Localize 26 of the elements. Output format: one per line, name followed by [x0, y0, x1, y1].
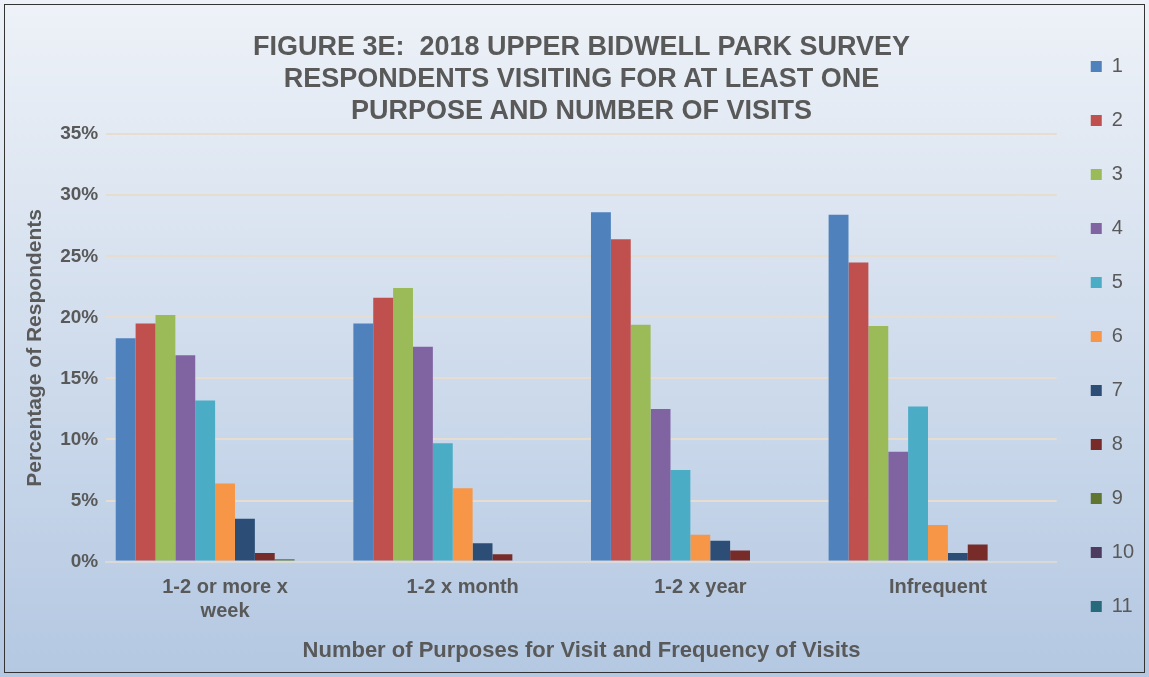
legend-label: 6 [1111, 324, 1123, 347]
y-tick-label: 20% [60, 305, 99, 327]
y-tick-label: 5% [70, 488, 99, 510]
x-tick-label: 1-2 x year [654, 575, 747, 598]
x-tick-label: Infrequent [889, 575, 988, 598]
x-axis-title: Number of Purposes for Visit and Frequency of Visits [302, 636, 861, 662]
x-tick-label: 1-2 x month [406, 575, 519, 598]
legend-label: 7 [1111, 378, 1123, 401]
y-tick-label: 0% [70, 549, 99, 571]
legend-label: 11 [1111, 594, 1133, 617]
legend-label: 1 [1111, 54, 1123, 77]
legend-label: 4 [1111, 216, 1123, 239]
y-tick-label: 25% [60, 244, 99, 266]
legend-label: 9 [1111, 486, 1123, 509]
legend-label: 10 [1111, 540, 1134, 563]
legend-label: 2 [1111, 108, 1123, 131]
legend-label: 8 [1111, 432, 1123, 455]
chart-title: FIGURE 3E: 2018 UPPER BIDWELL PARK SURVEY RESPONDENTS VISITING FOR AT LEAST ONE PURPOSE AND NUMBER OF VISITS [252, 30, 911, 126]
legend-label: 5 [1111, 270, 1123, 293]
y-axis-title: Percentage of Respondents [22, 209, 46, 487]
y-tick-label: 15% [60, 366, 99, 388]
y-tick-label: 30% [60, 183, 99, 205]
y-tick-label: 10% [60, 427, 99, 449]
y-tick-label: 35% [60, 122, 99, 144]
x-tick-label: 1-2 or more x week [162, 575, 288, 622]
legend-label: 3 [1111, 162, 1123, 185]
